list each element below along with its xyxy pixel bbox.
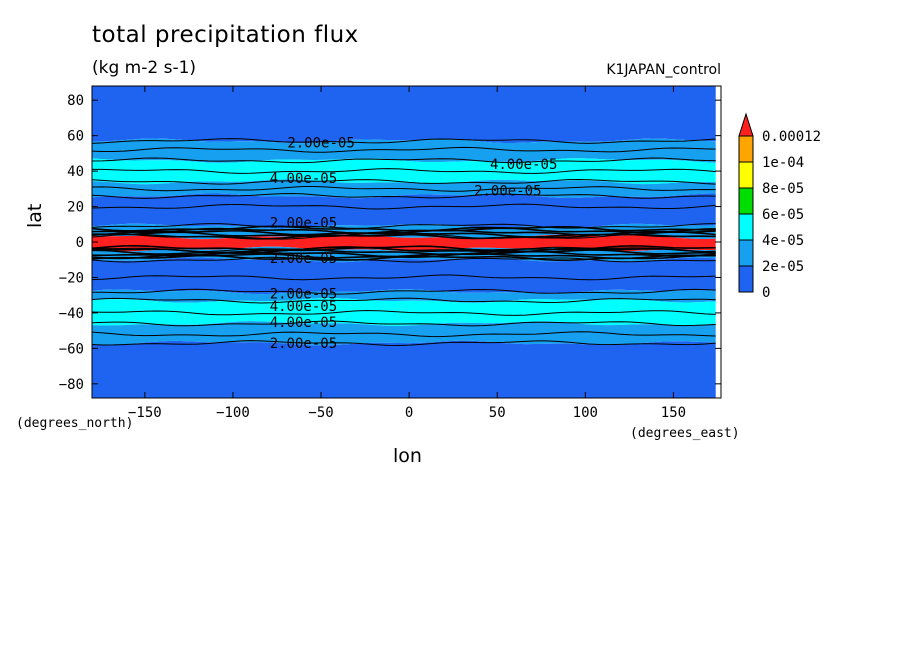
colorbar-label: 4e-05 — [762, 233, 804, 249]
contour-line — [92, 340, 716, 347]
x-tick-label: 150 — [661, 405, 686, 421]
contour-line — [92, 310, 716, 316]
x-axis-units: (degrees_east) — [630, 426, 740, 441]
contour-line — [92, 193, 716, 199]
contour-line — [92, 250, 716, 258]
colorbar-swatch — [738, 265, 754, 293]
contour-line — [92, 223, 716, 229]
y-tick-label: −60 — [59, 341, 84, 357]
contour-line — [92, 157, 716, 164]
contour-line — [92, 138, 716, 144]
plot-area: 2.00e-054.00e-054.00e-052.00e-052.00e-05… — [92, 86, 716, 398]
contour-line — [92, 146, 716, 153]
y-tick-label: 0 — [76, 235, 84, 251]
precip-band — [92, 193, 716, 229]
contour-line — [92, 225, 716, 232]
colorbar-extend-arrow — [738, 112, 754, 137]
precip-band — [92, 321, 716, 346]
y-axis-units: (degrees_north) — [16, 416, 134, 431]
contour-label: 2.00e-05 — [270, 251, 337, 267]
x-tick-label: −150 — [128, 405, 162, 421]
colorbar-swatch — [738, 239, 754, 267]
x-tick-label: 100 — [573, 405, 598, 421]
colorbar-label: 0.00012 — [762, 129, 821, 145]
chart-units: (kg m-2 s-1) — [92, 58, 197, 78]
contour-line — [92, 229, 716, 236]
contour-label: 4.00e-05 — [490, 157, 557, 173]
contour-label: 4.00e-05 — [270, 299, 337, 315]
colorbar-swatch — [738, 135, 754, 163]
contour-line — [92, 185, 716, 192]
y-tick-label: −40 — [59, 306, 84, 322]
contour-label: 4.00e-05 — [270, 171, 337, 187]
y-tick-label: 80 — [67, 93, 84, 109]
precip-band — [92, 340, 716, 398]
y-tick-label: 60 — [67, 129, 84, 145]
precip-band — [92, 257, 716, 295]
contour-line — [92, 248, 716, 256]
contour-label: 2.00e-05 — [474, 184, 541, 200]
x-tick-label: −100 — [216, 405, 250, 421]
y-tick-label: −80 — [59, 377, 84, 393]
contour-line — [92, 297, 716, 304]
x-tick-label: 50 — [489, 405, 506, 421]
contour-line — [92, 178, 716, 185]
precip-band — [92, 138, 716, 163]
contour-label: 2.00e-05 — [270, 336, 337, 352]
contour-line — [92, 288, 716, 295]
y-axis-label: lat — [24, 203, 46, 228]
y-tick-label: −20 — [59, 270, 84, 286]
precip-band — [92, 158, 716, 185]
contour-label: 4.00e-05 — [270, 315, 337, 331]
colorbar-label: 2e-05 — [762, 259, 804, 275]
x-tick-label: −50 — [308, 405, 333, 421]
contour-line — [92, 168, 716, 174]
contour-label: 2.00e-05 — [287, 136, 354, 152]
precip-band — [92, 86, 716, 144]
run-label: K1JAPAN_control — [606, 62, 721, 78]
contour-line — [92, 244, 716, 252]
x-tick-label: 0 — [405, 405, 413, 421]
contour-label: 2.00e-05 — [270, 286, 337, 302]
colorbar-label: 1e-04 — [762, 155, 804, 171]
colorbar-label: 0 — [762, 285, 770, 301]
contour-line — [92, 320, 716, 327]
contour-line — [92, 246, 716, 254]
contour-line — [92, 331, 716, 338]
colorbar-label: 6e-05 — [762, 207, 804, 223]
contour-label: 2.00e-05 — [270, 216, 337, 232]
colorbar-swatch — [738, 161, 754, 189]
contour-line — [92, 203, 716, 210]
y-tick-label: 20 — [67, 200, 84, 216]
x-axis-label: lon — [393, 445, 422, 467]
y-tick-label: 40 — [67, 164, 84, 180]
colorbar-label: 8e-05 — [762, 181, 804, 197]
chart-title: total precipitation flux — [92, 22, 359, 48]
colorbar-swatch — [738, 187, 754, 215]
contour-line — [92, 256, 716, 263]
contour-line — [92, 274, 716, 281]
colorbar-swatch — [738, 213, 754, 241]
precip-band — [92, 289, 716, 303]
